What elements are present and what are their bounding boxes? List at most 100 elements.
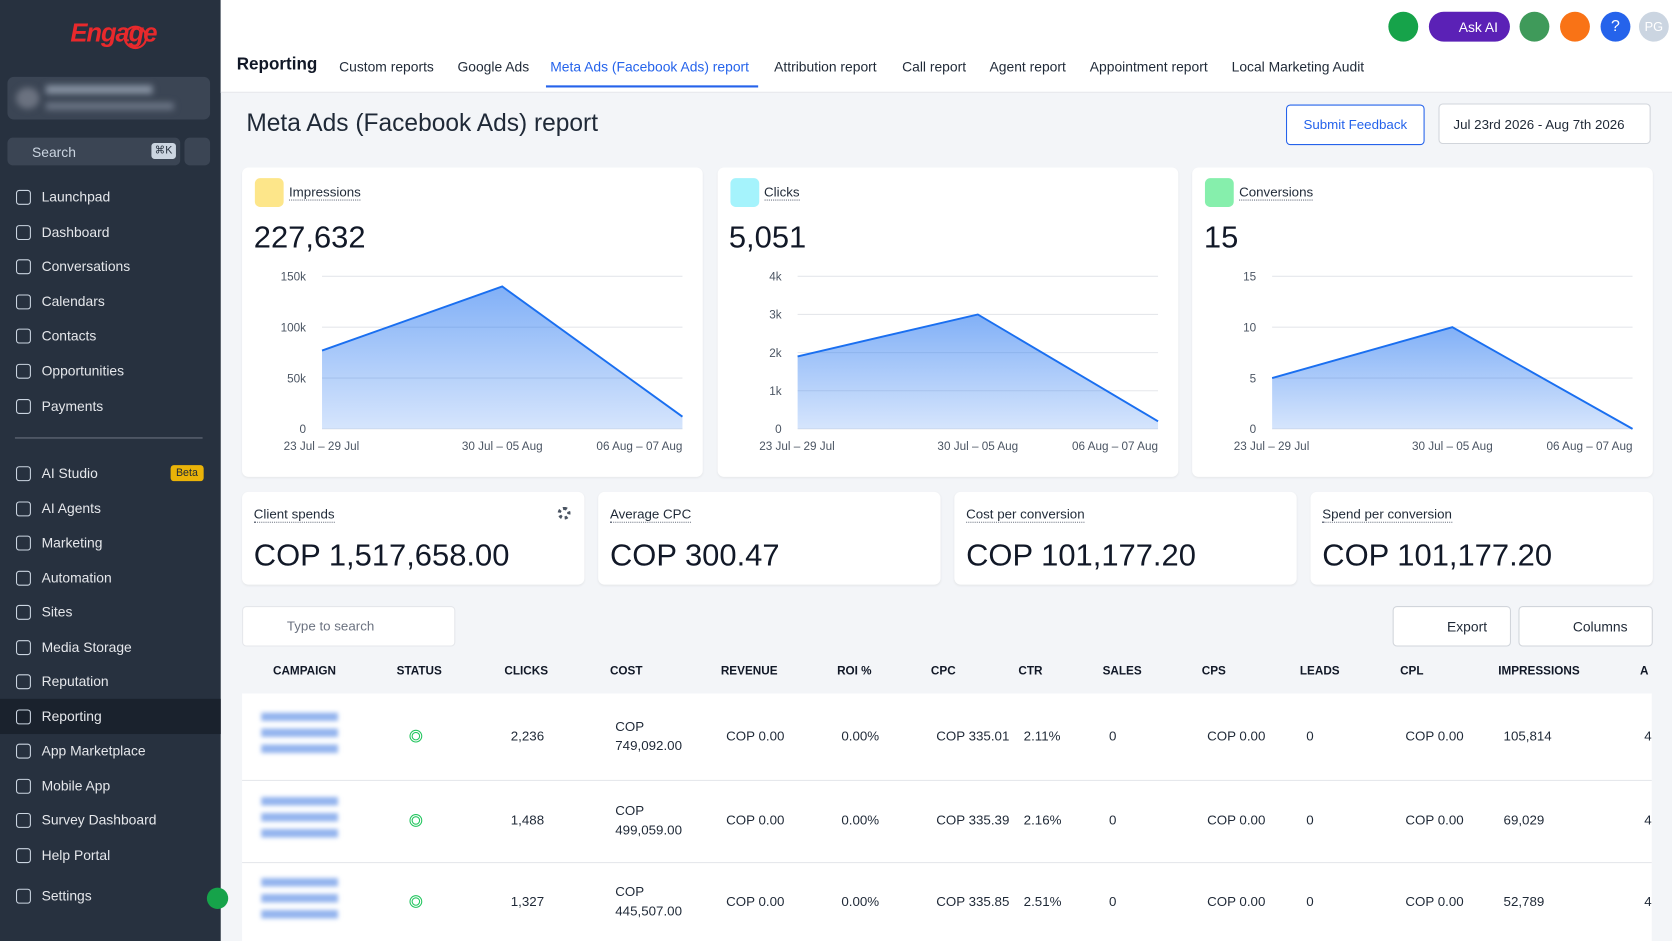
nav-icon: [15, 500, 31, 516]
nav-item[interactable]: Launchpad: [41, 188, 111, 205]
column-header[interactable]: ROI %: [837, 664, 872, 678]
active-highlight: [0, 698, 221, 735]
nav-item[interactable]: Contacts: [41, 327, 97, 344]
nav-item[interactable]: Settings: [41, 887, 92, 904]
nav-item[interactable]: Survey Dashboard: [41, 811, 157, 828]
kpi-label: Impressions: [288, 184, 361, 201]
tab[interactable]: Local Marketing Audit: [1231, 58, 1365, 75]
nav-icon: [15, 570, 31, 586]
tab[interactable]: Agent report: [989, 58, 1066, 75]
nav-item[interactable]: Help Portal: [41, 846, 111, 863]
nav-item[interactable]: Media Storage: [41, 638, 132, 655]
date-range[interactable]: Jul 23rd 2026 - Aug 7th 2026: [1438, 103, 1651, 145]
quick-action[interactable]: [184, 137, 211, 166]
search-placeholder: Search: [31, 144, 76, 161]
nav-item[interactable]: Marketing: [41, 534, 103, 551]
nav-item[interactable]: AI Studio: [41, 465, 98, 482]
column-header[interactable]: CTR: [1018, 664, 1043, 678]
y-tick-label: 50k: [287, 372, 306, 385]
tab[interactable]: Google Ads: [457, 58, 530, 75]
kpi-label: Clicks: [764, 184, 800, 201]
column-header[interactable]: COST: [609, 664, 643, 678]
ask-ai-button[interactable]: Ask AI: [1428, 11, 1510, 42]
nav-icon: [15, 259, 31, 275]
table-cell: 105,814: [1503, 728, 1552, 744]
metric-card: Cost per conversion COP 101,177.20: [954, 491, 1297, 585]
nav-item[interactable]: Calendars: [41, 293, 105, 310]
table-cell: 0: [1306, 812, 1314, 828]
nav-icon: [15, 847, 31, 863]
x-tick-label: 30 Jul – 05 Aug: [462, 440, 543, 453]
notifications-button[interactable]: [1560, 11, 1590, 42]
nav-item[interactable]: Reputation: [41, 673, 109, 690]
kpi-icon: [1204, 178, 1234, 207]
tab[interactable]: Call report: [902, 58, 967, 75]
columns-label: Columns: [1572, 618, 1628, 635]
metric-value: COP 101,177.20: [1322, 538, 1553, 573]
export-button[interactable]: Export: [1392, 605, 1511, 647]
nav-item[interactable]: Dashboard: [41, 223, 110, 240]
column-header[interactable]: CPS: [1201, 664, 1226, 678]
nav-icon: [15, 604, 31, 620]
table-cell: 2.51%: [1023, 894, 1062, 909]
nav-item[interactable]: Mobile App: [41, 777, 111, 794]
search-box[interactable]: Search ⌘K: [7, 137, 181, 166]
table-cell: 0.00%: [841, 894, 880, 909]
phone-button[interactable]: [1388, 11, 1419, 42]
column-header[interactable]: CPC: [930, 664, 956, 678]
nav-item[interactable]: App Marketplace: [41, 742, 146, 759]
nav-icon: [15, 708, 31, 724]
nav-item[interactable]: Reporting: [41, 707, 102, 724]
line: [321, 285, 684, 418]
ask-ai-label: Ask AI: [1458, 19, 1499, 36]
column-header[interactable]: CPL: [1400, 664, 1424, 678]
tab[interactable]: Custom reports: [339, 58, 434, 75]
shortcut: ⌘K: [151, 142, 176, 159]
column-header[interactable]: CLICKS: [504, 664, 549, 678]
table-search[interactable]: Type to search: [242, 605, 456, 647]
nav-icon: [15, 363, 31, 379]
avatar[interactable]: PG: [1638, 11, 1669, 42]
table-cell: 4: [1644, 894, 1652, 909]
help-button[interactable]: ?: [1600, 11, 1631, 42]
account-switcher[interactable]: [7, 76, 211, 120]
status-icon: [409, 895, 423, 908]
columns-button[interactable]: Columns: [1518, 605, 1653, 647]
table-cell: COP 0.00: [1207, 728, 1266, 744]
tab[interactable]: Attribution report: [774, 58, 877, 75]
x-tick-label: 06 Aug – 07 Aug: [596, 440, 682, 453]
blurred-text: [45, 85, 153, 94]
nav-icon: [15, 743, 31, 759]
column-header[interactable]: STATUS: [396, 664, 442, 678]
nav-item[interactable]: Payments: [41, 397, 104, 414]
feedback-button[interactable]: Submit Feedback: [1285, 104, 1425, 146]
tab[interactable]: Meta Ads (Facebook Ads) report: [550, 58, 750, 75]
settings-icon[interactable]: [557, 506, 571, 520]
table-cell: COP 0.00: [1405, 728, 1464, 744]
metric-label: Cost per conversion: [966, 506, 1085, 523]
nav-item[interactable]: Sites: [41, 603, 73, 620]
column-header[interactable]: IMPRESSIONS: [1498, 664, 1580, 678]
nav-item[interactable]: Opportunities: [41, 362, 125, 379]
metric-value: COP 1,517,658.00: [253, 538, 510, 573]
nav-item[interactable]: Automation: [41, 569, 112, 586]
nav-item[interactable]: Conversations: [41, 258, 131, 275]
column-header[interactable]: A: [1640, 664, 1649, 678]
column-header[interactable]: CAMPAIGN: [272, 664, 336, 678]
nav-item[interactable]: AI Agents: [41, 499, 101, 516]
table-cell: COP 0.00: [726, 894, 785, 909]
nav-icon: [15, 888, 31, 904]
column-header[interactable]: REVENUE: [720, 664, 778, 678]
column-header[interactable]: SALES: [1102, 664, 1142, 678]
tab[interactable]: Appointment report: [1089, 58, 1208, 75]
metric-card: Spend per conversion COP 101,177.20: [1310, 491, 1653, 585]
x-tick-label: 23 Jul – 29 Jul: [1234, 440, 1310, 453]
x-tick-label: 23 Jul – 29 Jul: [284, 440, 360, 453]
table-cell: COP 0.00: [1405, 812, 1464, 828]
collapse-button[interactable]: [206, 887, 229, 909]
announce-button[interactable]: [1519, 11, 1550, 42]
y-tick-label: 150k: [281, 271, 307, 284]
column-header[interactable]: LEADS: [1299, 664, 1340, 678]
